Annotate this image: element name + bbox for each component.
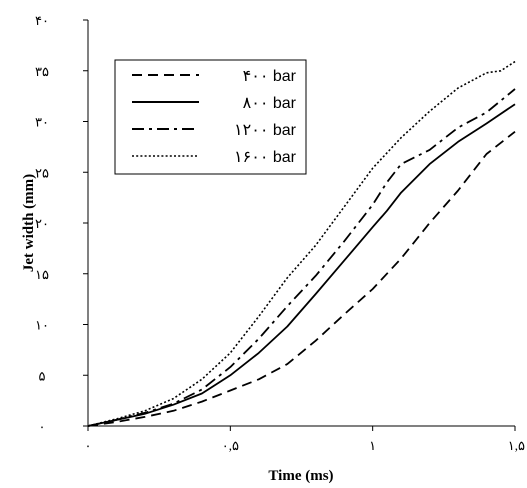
- x-tick-label: ۰,۵: [222, 438, 239, 453]
- legend-box: [114, 59, 307, 175]
- y-tick-label: ۳۵: [35, 64, 49, 79]
- y-axis-title: Jet width (mm): [21, 174, 37, 272]
- y-tick-label: ۵: [39, 368, 46, 383]
- series-line-3: [87, 88, 516, 427]
- y-tick-label: ۱۰: [35, 318, 49, 333]
- series-line-1: [87, 130, 516, 427]
- y-tick-label: ۴۰: [35, 13, 49, 28]
- series-line-2: [87, 103, 516, 427]
- y-ticks: ۰ ۵ ۱۰ ۱۵ ۲۰ ۲۵ ۳۰ ۳۵ ۴۰: [35, 13, 88, 434]
- y-tick-label: ۱۵: [35, 267, 49, 282]
- y-tick-label: ۰: [39, 419, 46, 434]
- legend-label-2: ۸۰۰ bar: [243, 95, 297, 112]
- y-tick-label: ۳۰: [35, 115, 49, 130]
- y-tick-label: ۲۰: [35, 216, 49, 231]
- x-tick-label: ۱,۵: [508, 438, 525, 453]
- x-tick-label: ۰: [85, 438, 92, 453]
- legend-label-1: ۴۰۰ bar: [243, 68, 297, 85]
- series-layer: [87, 60, 516, 427]
- x-axis-title: Time (ms): [268, 468, 333, 484]
- x-ticks: ۰ ۰,۵ ۱ ۱,۵: [85, 426, 525, 453]
- legend-label-4: ۱۶۰۰ bar: [234, 149, 297, 166]
- legend: ۴۰۰ bar ۸۰۰ bar ۱۲۰۰ bar ۱۶۰۰ bar: [114, 59, 307, 175]
- y-tick-label: ۲۵: [35, 165, 49, 180]
- x-tick-label: ۱: [369, 438, 376, 453]
- legend-items: ۴۰۰ bar ۸۰۰ bar ۱۲۰۰ bar ۱۶۰۰ bar: [132, 68, 297, 166]
- legend-label-3: ۱۲۰۰ bar: [234, 122, 297, 139]
